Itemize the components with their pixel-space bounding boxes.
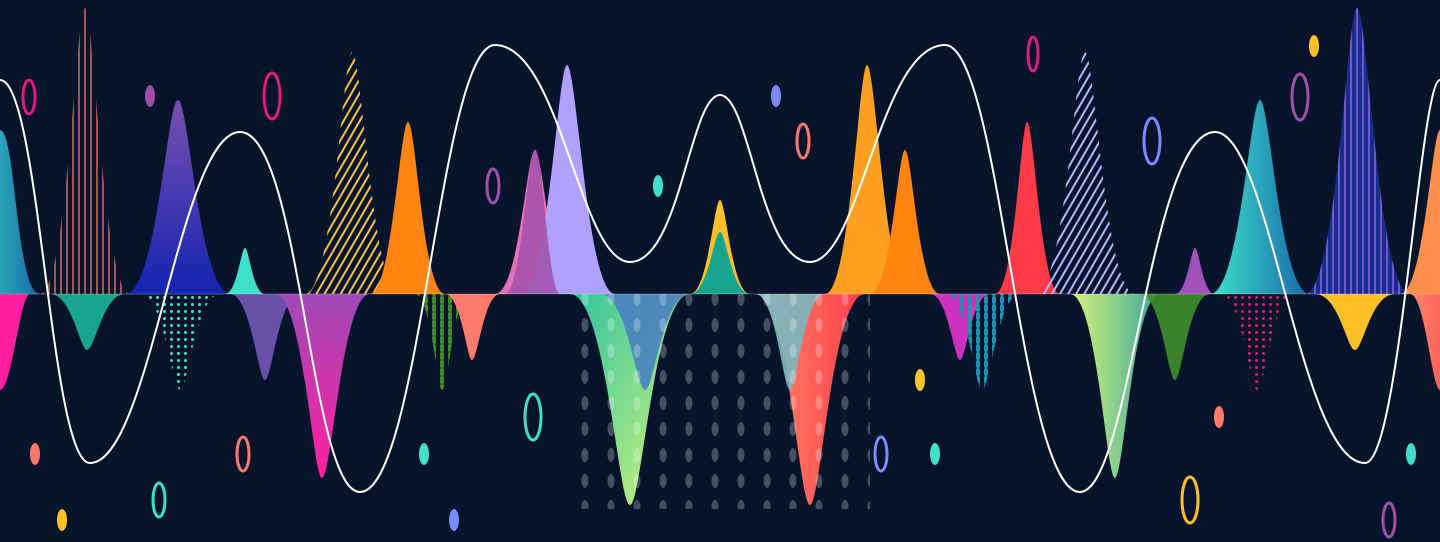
lobe bbox=[1220, 294, 1295, 390]
sine-line bbox=[0, 43, 1440, 494]
ring bbox=[262, 71, 282, 121]
lobe bbox=[505, 150, 560, 294]
dot-overlay bbox=[570, 294, 870, 509]
lobe bbox=[370, 122, 445, 294]
dot bbox=[653, 175, 663, 197]
dot bbox=[1309, 35, 1319, 57]
ring bbox=[485, 167, 501, 205]
lobe bbox=[945, 294, 1020, 390]
lobe bbox=[1035, 52, 1135, 294]
lobe bbox=[40, 8, 130, 294]
dot bbox=[915, 369, 925, 391]
ring bbox=[1180, 475, 1200, 525]
ring bbox=[151, 481, 167, 519]
dot bbox=[1406, 443, 1416, 465]
lower-lobes bbox=[0, 294, 1440, 509]
lobe bbox=[870, 150, 940, 294]
lobe bbox=[995, 122, 1060, 294]
dot bbox=[419, 443, 429, 465]
lobe bbox=[230, 294, 300, 380]
lobe bbox=[1410, 294, 1440, 390]
lobe bbox=[1400, 130, 1440, 294]
dot bbox=[1214, 406, 1224, 428]
lobe bbox=[415, 294, 470, 390]
lobe bbox=[1305, 8, 1410, 294]
lobe bbox=[0, 294, 30, 390]
dot bbox=[449, 509, 459, 531]
lobe bbox=[305, 52, 400, 294]
dots bbox=[30, 35, 1416, 531]
lobe bbox=[50, 294, 125, 350]
rings bbox=[21, 35, 1397, 539]
lobe bbox=[275, 294, 370, 478]
dot bbox=[30, 443, 40, 465]
lobe bbox=[1315, 294, 1395, 350]
upper-lobes bbox=[0, 8, 1440, 294]
dot bbox=[930, 443, 940, 465]
lobe bbox=[445, 294, 500, 360]
lobe bbox=[825, 65, 910, 294]
lobe bbox=[1070, 294, 1160, 478]
ring bbox=[235, 435, 251, 473]
lobe bbox=[0, 130, 40, 294]
ring bbox=[1290, 72, 1310, 122]
ring bbox=[1026, 35, 1040, 73]
ring bbox=[21, 78, 37, 116]
lobe bbox=[125, 100, 231, 294]
lobe bbox=[1140, 294, 1210, 380]
ring bbox=[795, 122, 811, 160]
ring bbox=[1142, 116, 1162, 166]
dot bbox=[57, 509, 67, 531]
lobe bbox=[1210, 100, 1310, 294]
dot bbox=[145, 85, 155, 107]
ring bbox=[873, 435, 889, 473]
ring bbox=[523, 392, 543, 442]
lobe bbox=[690, 232, 750, 294]
dot bbox=[771, 85, 781, 107]
lobe bbox=[1175, 248, 1215, 294]
lobe bbox=[225, 248, 265, 294]
ring bbox=[1381, 501, 1397, 539]
